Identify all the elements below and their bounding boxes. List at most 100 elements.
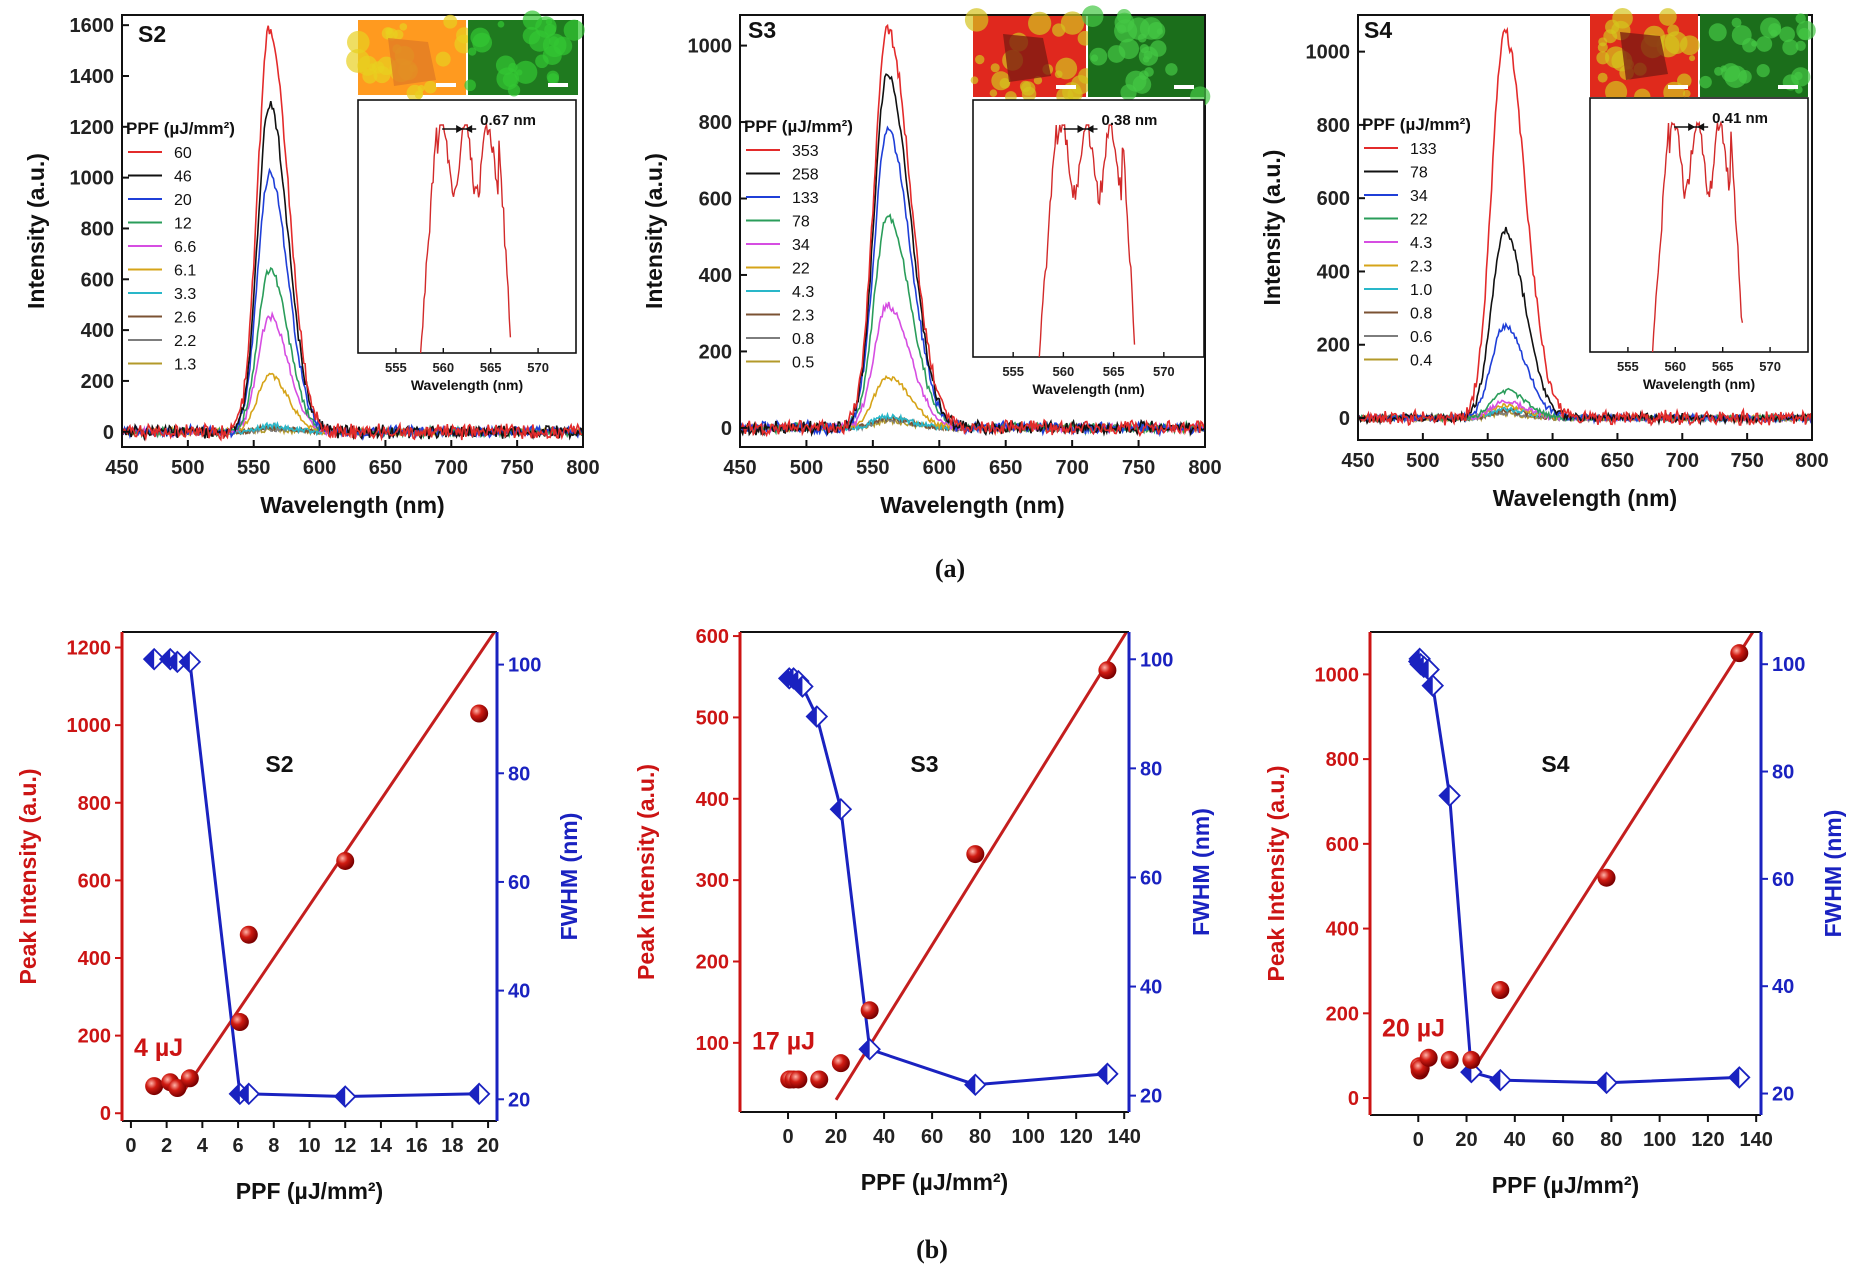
y-axis-label-peak-intensity: Peak Intensity (a.u.) [15, 768, 41, 984]
image-texture-blob [1118, 38, 1140, 60]
image-texture-blob [1795, 40, 1806, 51]
y-tick-label: 1000 [70, 168, 115, 190]
legend-entry-label: 2.6 [174, 310, 196, 327]
y-tick-label: 400 [699, 265, 732, 287]
fwhm-diamond-half-fill [1729, 1067, 1740, 1088]
image-texture-blob [1731, 17, 1742, 28]
fwhm-diamond-half-fill [1596, 1072, 1607, 1093]
sample-label: S2 [138, 21, 166, 47]
legend-entry-label: 2.3 [792, 308, 814, 325]
x-tick-label: 700 [435, 457, 468, 479]
y-axis-label: Intensity (a.u.) [23, 153, 49, 309]
inset-plot: 555 560 565 570 Wavelength (nm) 0.38 nm [972, 99, 1205, 397]
x-tick-label: 40 [873, 1126, 895, 1148]
fwhm-diamond-half-fill [1097, 1063, 1108, 1084]
linear-fit-line [1470, 632, 1755, 1074]
spectra-group [122, 25, 583, 442]
legend-entry-label: 34 [1410, 188, 1428, 205]
fwhm-diamond-marker [467, 1082, 491, 1106]
image-texture-blob [999, 78, 1011, 89]
scale-bar-icon [1056, 85, 1076, 89]
x-tick-label: 6 [233, 1135, 244, 1157]
peak-intensity-point [1462, 1050, 1481, 1069]
x-tick-label: 20 [1455, 1129, 1477, 1151]
y-tick-label: 1600 [70, 15, 115, 37]
y2-tick-label: 20 [508, 1089, 530, 1111]
fwhm-diamond-marker [829, 797, 853, 821]
x-tick-label: 600 [303, 457, 336, 479]
x-tick-label: 2 [161, 1135, 172, 1157]
image-texture-blob [1120, 84, 1137, 101]
x-tick-label: 8 [268, 1135, 279, 1157]
y-tick-label: 200 [1326, 1003, 1359, 1025]
spectrum-line-60 [122, 25, 583, 442]
x-tick-label: 550 [856, 457, 889, 479]
inset-x-tick-label: 555 [1002, 364, 1024, 379]
y-tick-label: 800 [81, 218, 114, 240]
scale-bar-icon [1174, 85, 1194, 89]
y2-tick-label: 100 [1772, 654, 1805, 676]
fwhm-diamond-half-fill [830, 799, 841, 820]
legend-entry-label: 22 [792, 261, 810, 278]
inset-frame [1589, 97, 1809, 353]
y2-tick-label: 20 [1772, 1084, 1794, 1106]
y-tick-label: 0 [721, 418, 732, 440]
legend-entry-label: 6.6 [174, 239, 196, 256]
x-axis-label: PPF (µJ/mm²) [861, 1169, 1008, 1195]
fwhm-diamond-half-fill [859, 1039, 870, 1060]
fwhm-diamond-marker [237, 1082, 261, 1106]
image-texture-blob [1791, 67, 1811, 87]
image-texture-blob [1756, 36, 1773, 52]
image-texture-blob [1598, 37, 1608, 47]
scale-bar-icon [1778, 85, 1798, 89]
y-tick-label: 800 [1326, 749, 1359, 771]
inset-x-tick-label: 560 [1664, 359, 1686, 374]
y-tick-label: 400 [81, 320, 114, 342]
fwhm-diamond-marker [858, 1037, 881, 1061]
y-axis-label-fwhm: FWHM (nm) [1820, 810, 1846, 938]
legend-entry-label: 78 [1410, 165, 1428, 182]
fwhm-diamond-half-fill [179, 651, 190, 672]
legend-entry-label: 6.1 [174, 263, 196, 280]
y-axis-label: Intensity (a.u.) [641, 153, 667, 309]
threshold-panel-s4: 0 20 40 60 80 100 120 140 0 200 400 600 800 1000 20 40 6… [1263, 631, 1846, 1198]
y-tick-label: 200 [699, 341, 732, 363]
caption-b: (b) [916, 1235, 948, 1264]
y-axis-label: Intensity (a.u.) [1259, 150, 1285, 306]
fwhm-diamond-half-fill [469, 1083, 480, 1104]
y-tick-label: 600 [696, 626, 729, 648]
inset-plot: 555 560 565 570 Wavelength (nm) 0.67 nm [357, 99, 577, 393]
peak-intensity-point [230, 1013, 249, 1032]
peak-intensity-point [180, 1069, 199, 1088]
y2-tick-label: 60 [508, 872, 530, 894]
data-group [1407, 632, 1755, 1095]
scale-bar-icon [436, 83, 456, 87]
image-texture-blob [1689, 55, 1696, 62]
fwhm-diamond-marker [1728, 1066, 1751, 1089]
fwhm-diamond-half-fill [160, 649, 171, 670]
inset-x-tick-label: 560 [432, 360, 454, 375]
inset-x-axis-label: Wavelength (nm) [1032, 381, 1144, 397]
fwhm-diamond-marker [805, 705, 829, 728]
image-texture-blob [964, 8, 989, 32]
image-texture-blob [1090, 54, 1099, 62]
peak-intensity-point [789, 1070, 808, 1089]
y-tick-label: 1200 [67, 638, 112, 660]
x-tick-label: 80 [969, 1126, 991, 1148]
y-tick-label: 300 [696, 870, 729, 892]
inset-x-tick-label: 555 [1617, 359, 1639, 374]
legend-title: PPF (µJ/mm²) [126, 119, 235, 138]
inset-x-tick-label: 570 [1759, 359, 1781, 374]
y-axis-label-fwhm: FWHM (nm) [556, 813, 582, 941]
optical-micrograph-image [346, 14, 474, 102]
y-tick-label: 800 [699, 112, 732, 134]
spectrum-line-353 [740, 23, 1205, 438]
x-tick-label: 4 [197, 1135, 209, 1157]
scale-bar-icon [548, 83, 568, 87]
y-tick-label: 1000 [1306, 42, 1351, 64]
image-texture-blob [989, 89, 998, 97]
x-tick-label: 550 [1471, 450, 1504, 472]
threshold-panel-s2: 0 2 4 6 8 10 12 14 16 18 2002004006008001000120020… [15, 631, 582, 1204]
x-tick-label: 450 [105, 457, 138, 479]
x-tick-label: 800 [566, 457, 599, 479]
